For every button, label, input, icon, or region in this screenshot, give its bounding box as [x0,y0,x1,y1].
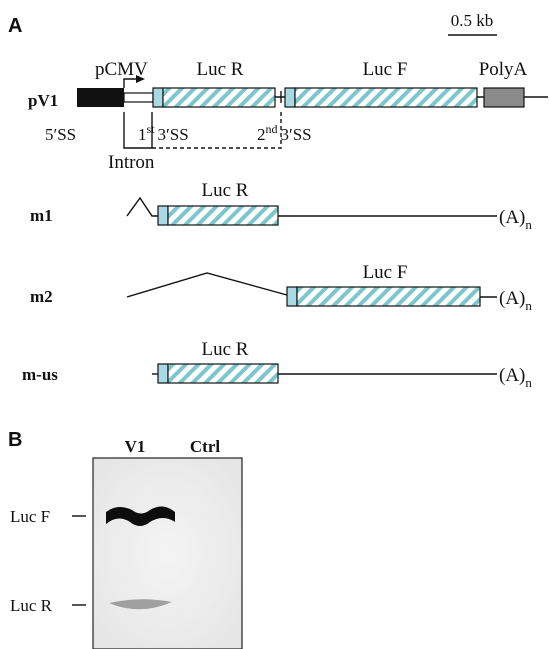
transcript-m-us [152,363,497,384]
transcript-name: m1 [30,206,53,225]
gene-label: Luc F [363,262,408,283]
promoter-label: pCMV [95,59,148,80]
splice-site-label: 1st 3′SS [138,122,189,144]
polya-tail: (A)n [499,288,532,313]
gene-label: Luc F [363,59,408,80]
band [106,506,175,526]
intron-label: Intron [108,152,155,173]
construct-map [77,75,548,149]
band-label: Luc F [10,507,50,526]
transcript-name: m-us [22,365,58,384]
scale-label: 0.5 kb [451,11,494,30]
splice-site-label: 2nd 3′SS [257,122,312,144]
panel-label: A [8,15,22,37]
lane-label: V1 [125,437,146,456]
polya-tail: (A)n [499,207,532,232]
gel [92,457,243,649]
gene-label: Luc R [202,339,249,360]
gene-label: Luc R [202,180,249,201]
transcript-name: m2 [30,287,53,306]
polya-tail: (A)n [499,365,532,390]
gene-label: Luc R [197,59,244,80]
panel-label: B [8,429,22,451]
lane-label: Ctrl [190,437,220,456]
band-label: Luc R [10,596,53,615]
band [109,599,172,610]
transcript-m1 [126,196,497,226]
splice-site-label: 5′SS [45,125,76,144]
transcript-m2 [126,272,497,307]
construct-name: pV1 [28,91,58,110]
polya-label: PolyA [479,59,528,80]
